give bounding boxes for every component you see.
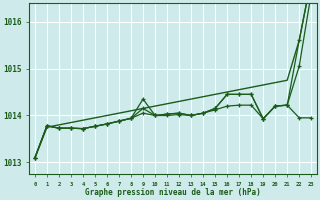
X-axis label: Graphe pression niveau de la mer (hPa): Graphe pression niveau de la mer (hPa)	[85, 188, 261, 197]
